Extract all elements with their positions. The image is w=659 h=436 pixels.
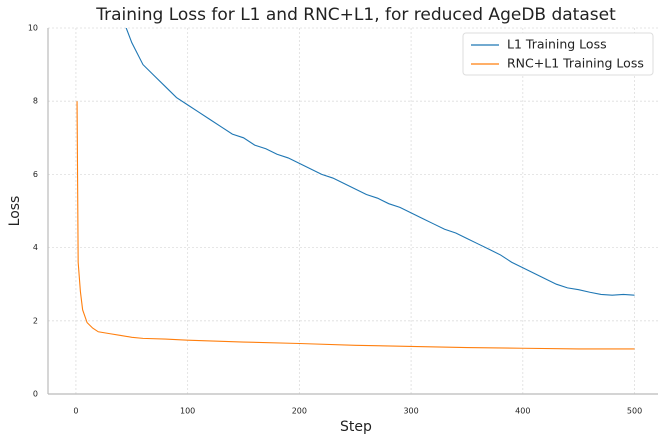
- y-tick-label: 2: [33, 316, 38, 325]
- legend-label: L1 Training Loss: [507, 37, 607, 52]
- y-tick-label: 4: [33, 243, 38, 252]
- legend-box: [462, 32, 654, 76]
- x-tick-label: 0: [73, 407, 78, 416]
- x-tick-label: 500: [627, 407, 642, 416]
- y-tick-label: 8: [33, 97, 38, 106]
- y-tick-label: 10: [28, 24, 38, 33]
- chart-title: Training Loss for L1 and RNC+L1, for red…: [95, 5, 616, 25]
- x-tick-label: 400: [515, 407, 530, 416]
- x-tick-label: 100: [180, 407, 195, 416]
- line-series: [76, 101, 635, 350]
- line-series: [125, 28, 635, 296]
- y-tick-label: 0: [33, 390, 38, 399]
- x-axis-label: Step: [340, 419, 372, 435]
- x-tick-label: 300: [403, 407, 418, 416]
- y-axis-label: Loss: [7, 196, 23, 227]
- x-tick-label: 200: [292, 407, 307, 416]
- legend-label: RNC+L1 Training Loss: [507, 56, 644, 71]
- y-tick-label: 6: [33, 170, 38, 179]
